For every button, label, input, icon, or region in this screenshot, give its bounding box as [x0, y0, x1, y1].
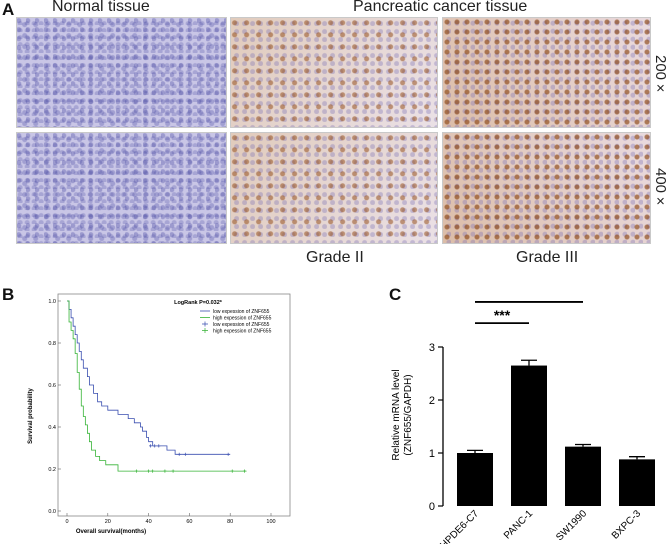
survival-y-tick-label: 0.6: [48, 383, 56, 389]
magnification-400x: 400×: [652, 168, 669, 211]
bar-category-label: HPDE6-C7: [438, 508, 481, 544]
significance-stars: ***: [521, 300, 538, 302]
bar-y-tick-label: 0: [429, 501, 435, 513]
micrograph-normal-400x: [16, 132, 227, 244]
censor-mark: [134, 469, 138, 473]
error-bar: [467, 449, 483, 453]
significance-stars: ***: [494, 307, 511, 323]
survival-y-axis-label: Survival probability: [28, 387, 34, 443]
survival-y-tick-label: 0.8: [48, 341, 56, 347]
survival-x-tick-label: 40: [146, 519, 152, 525]
bar-hpde6-c7: [457, 453, 493, 506]
bar-category-label: PANC-1: [502, 508, 535, 541]
censor-mark: [163, 469, 167, 473]
survival-y-tick-label: 1.0: [48, 299, 56, 305]
censor-mark: [149, 444, 153, 448]
censor-mark: [147, 469, 151, 473]
error-bar: [629, 456, 645, 460]
survival-curve-low: [67, 300, 231, 455]
grade-3-label: Grade III: [516, 249, 579, 266]
mrna-y-axis-label: Relative mRNA level(ZNF655/GAPDH): [391, 369, 414, 460]
censor-mark: [183, 452, 187, 456]
bar-y-tick-label: 3: [429, 342, 435, 354]
survival-plot-frame: [57, 293, 291, 517]
censor-mark: [230, 469, 234, 473]
survival-x-tick-label: 80: [227, 519, 233, 525]
bar-category-label: SW1990: [554, 508, 589, 543]
micrograph-grade2-200x: [230, 17, 438, 128]
error-bar: [521, 359, 537, 366]
grade-2-label: Grade II: [306, 249, 364, 266]
bar-y-tick-label: 2: [429, 395, 435, 407]
censor-mark: [157, 444, 161, 448]
survival-curve-high: [67, 300, 247, 472]
micrograph-grade2-400x: [230, 132, 438, 244]
legend-entry-label: low expession of ZNF655: [213, 322, 270, 328]
survival-y-tick-label: 0.0: [48, 509, 56, 515]
micrograph-grade3-400x: [442, 132, 651, 244]
legend-entry-label: high expession of ZNF655: [213, 315, 272, 321]
censor-mark: [171, 469, 175, 473]
censor-mark: [242, 469, 247, 473]
mrna-y-axis-label-line: (ZNF655/GAPDH): [403, 374, 414, 455]
survival-y-tick-label: 0.4: [48, 425, 56, 431]
bar-category-label: BXPC-3: [610, 508, 644, 542]
survival-chart-title: LogRank P=0.032*: [174, 300, 223, 306]
survival-x-tick-label: 60: [186, 519, 192, 525]
panel-b-letter: B: [2, 285, 15, 304]
survival-x-tick-label: 0: [65, 519, 68, 525]
bar-bxpc-3: [619, 459, 655, 506]
normal-tissue-title: Normal tissue: [52, 0, 150, 15]
mrna-bar-chart: 0 1 2 3 *** *** HPDE6-C7 PANC-1 SW1990 BXPC-3 R…: [391, 300, 655, 544]
bar-sw1990: [565, 446, 601, 506]
survival-x-tick-label: 20: [105, 519, 111, 525]
legend-entry-label: low expession of ZNF655: [213, 309, 270, 315]
censor-mark: [177, 452, 181, 456]
survival-x-axis-label: Overall survival(months): [76, 529, 146, 535]
censor-mark: [153, 444, 157, 448]
legend-entry-label: high expession of ZNF655: [213, 328, 272, 334]
survival-x-tick-label: 100: [266, 519, 275, 525]
micrograph-grade3-200x: [442, 17, 651, 128]
legend-plus-swatch: [202, 321, 208, 327]
censor-mark: [151, 469, 155, 473]
censor-mark: [226, 452, 230, 456]
cancer-tissue-title: Pancreatic cancer tissue: [353, 0, 528, 15]
panel-c-letter: C: [389, 285, 402, 304]
bar-y-tick-label: 1: [429, 448, 435, 460]
bar-panc-1: [511, 365, 547, 506]
survival-chart: LogRank P=0.032* 0.0 0.2 0.4 0.6 0.8 1.0 0 20 4…: [18, 290, 293, 540]
error-bar: [575, 443, 591, 447]
magnification-200x: 200×: [652, 55, 669, 98]
mrna-y-axis-label-line: Relative mRNA level: [391, 369, 402, 460]
panel-a-letter: A: [2, 0, 15, 19]
micrograph-normal-200x: [16, 17, 227, 128]
survival-y-tick-label: 0.2: [48, 467, 56, 473]
legend-plus-swatch: [202, 328, 208, 333]
